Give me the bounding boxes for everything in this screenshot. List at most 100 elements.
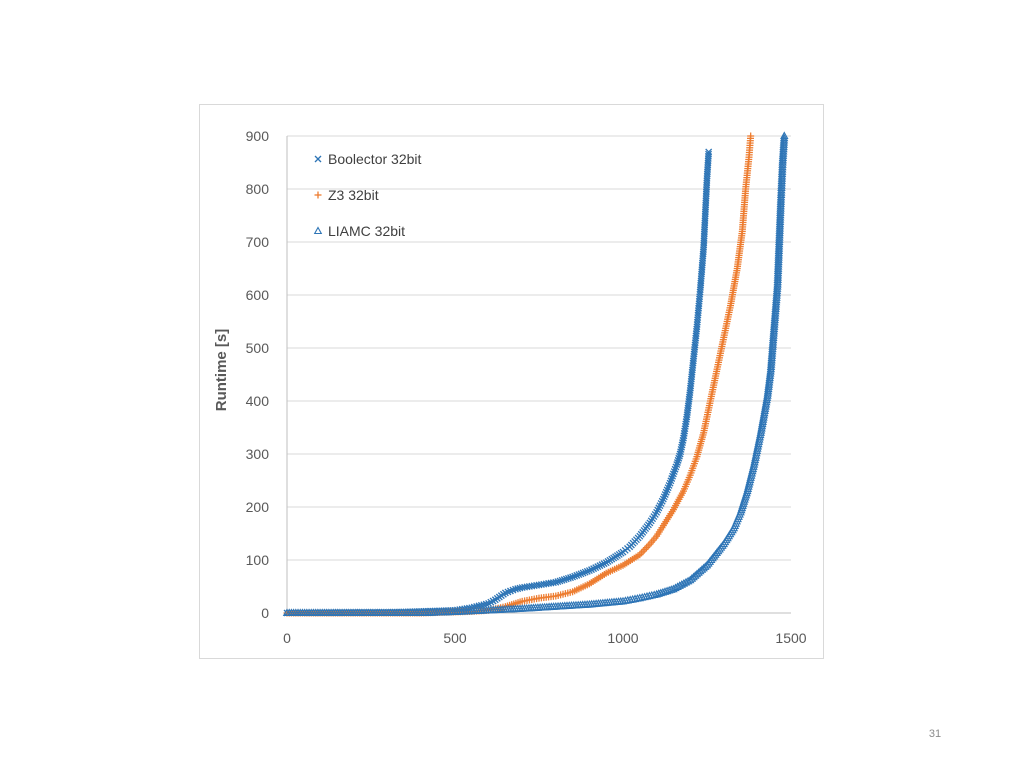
data-point [754,439,763,448]
data-point [779,133,789,142]
data-point [772,295,781,304]
data-point [768,340,778,348]
data-point [778,155,787,164]
data-point [765,371,775,379]
data-point [767,351,777,359]
data-point [558,576,566,584]
data-point [777,188,786,196]
data-point [772,288,782,297]
data-point [773,273,783,281]
legend-marker [314,155,322,163]
data-point [745,477,754,486]
data-point [775,232,784,241]
data-point [780,131,789,140]
data-point [774,246,784,254]
data-point [777,176,786,185]
data-point [556,577,564,585]
data-point [765,375,774,384]
data-point [774,257,783,266]
data-point [772,286,782,295]
data-point [773,264,783,272]
data-point [768,342,777,350]
data-point [482,600,490,608]
data-point [752,448,761,457]
data-point [751,450,761,459]
data-point [778,151,788,159]
data-point [773,277,782,286]
data-point [775,226,784,234]
data-point [776,190,786,199]
legend: Boolector 32bit Z3 32bit LIAMC 32bit [313,151,422,239]
data-point [748,466,757,475]
data-point [755,434,764,443]
data-point [775,237,784,246]
x-tick-label: 0 [283,630,291,646]
data-point [768,346,777,355]
data-point [769,328,778,337]
slide-page-number: 31 [928,728,942,740]
legend-label: Z3 32bit [328,187,379,203]
data-point [674,456,682,464]
data-point [770,317,779,326]
data-point [759,410,769,419]
data-point [775,230,784,239]
data-point [769,333,778,342]
data-point [769,324,779,333]
data-point [758,415,768,423]
data-point [747,132,755,140]
data-point [705,148,713,156]
data-point [777,174,787,182]
x-tick-label: 1000 [607,630,638,646]
data-point [775,221,785,230]
data-point [774,241,784,250]
data-point [755,432,765,441]
data-point [753,444,762,452]
tick-labels: 0 100 200 300 400 500 600 700 800 900 0 500 1000 1500 [246,128,807,646]
data-point [774,255,783,263]
legend-item: LIAMC 32bit [313,223,405,239]
data-point [773,268,783,277]
data-point [772,284,782,292]
data-point [766,368,775,377]
data-point [775,217,785,225]
data-point [771,299,781,308]
data-point [778,160,787,168]
data-point [766,366,775,375]
data-point [769,331,778,339]
data-point [773,275,782,283]
data-point [764,384,773,393]
data-point [774,252,783,261]
data-point [765,373,774,382]
data-point [773,279,782,288]
data-point [552,578,560,586]
data-point [554,578,562,586]
data-point [567,574,574,582]
data-point [763,388,772,397]
y-tick-label: 900 [246,128,270,144]
data-point [778,164,787,173]
y-tick-label: 500 [246,340,270,356]
y-axis-title: Runtime [s] [213,329,230,412]
data-point [705,150,712,158]
data-point [775,228,784,237]
data-point [569,573,577,581]
runtime-scatter-chart: 0 100 200 300 400 500 600 700 800 900 0 500 1000 1500… [213,128,807,646]
data-point [776,203,785,212]
data-point [774,244,784,252]
data-point [766,364,776,373]
data-point [776,199,785,208]
data-point [776,197,786,205]
data-point [575,571,583,579]
data-point [752,446,762,455]
legend-item: Boolector 32bit [314,151,422,167]
data-point [771,306,780,315]
y-tick-label: 300 [246,446,270,462]
data-point [769,322,779,330]
data-point [764,380,774,388]
data-point [779,146,788,155]
data-point [675,454,683,462]
data-point [768,344,777,353]
y-tick-label: 100 [246,552,270,568]
legend-marker [314,191,322,199]
data-point [774,239,784,248]
